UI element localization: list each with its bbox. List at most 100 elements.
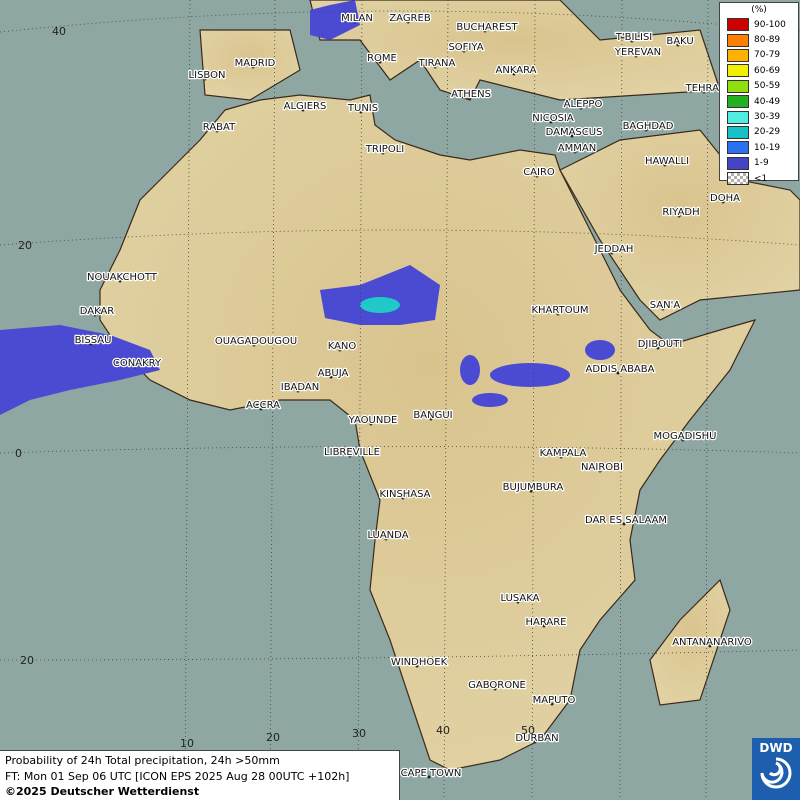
- city-label: ALEPPO: [564, 99, 603, 110]
- city-label: KAMPALA: [540, 448, 587, 459]
- legend-swatch: [727, 141, 749, 155]
- city-labels: MILAN ZAGREB BUCHAREST MADRID ROME SOFIYA T'BI…: [73, 12, 753, 781]
- city-marker: [493, 687, 497, 691]
- city-label: T'BILISI: [615, 32, 652, 43]
- city-label: ANKARA: [496, 65, 537, 76]
- city-label: ABUJA: [318, 368, 349, 379]
- city-marker: [483, 29, 487, 33]
- legend-swatch: [727, 33, 749, 47]
- city-marker: [535, 174, 539, 178]
- city-marker: [570, 134, 574, 138]
- city-label: HAWALLI: [645, 156, 689, 167]
- city-marker: [676, 43, 680, 47]
- city-label: DOHA: [710, 193, 740, 204]
- city-label: BISSAU: [75, 335, 112, 346]
- city-marker: [329, 375, 333, 379]
- city-label: ZAGREB: [389, 13, 431, 24]
- city-marker: [381, 151, 385, 155]
- city-label: ADDIS ABABA: [586, 364, 655, 375]
- city-marker: [415, 664, 419, 668]
- city-marker: [296, 389, 300, 393]
- footer-line: ©2025 Deutscher Wetterdienst: [5, 785, 200, 798]
- longitude-label: 30: [352, 727, 366, 740]
- legend-swatch: [727, 64, 749, 78]
- legend-item: 90-100: [720, 17, 798, 32]
- city-marker: [301, 108, 305, 112]
- city-label: KANO: [328, 341, 357, 352]
- city-label: TUNIS: [347, 103, 378, 114]
- legend-label: 90-100: [754, 19, 786, 30]
- city-marker: [378, 60, 382, 64]
- city-marker: [702, 90, 706, 94]
- city-label: IBADAN: [281, 382, 320, 393]
- legend-label: <1: [754, 173, 768, 184]
- footer-line: Probability of 24h Total precipitation, …: [5, 754, 280, 767]
- precipitation-core: [360, 297, 400, 313]
- city-label: AMMAN: [558, 143, 596, 154]
- city-marker: [467, 96, 471, 100]
- city-label: KINSHASA: [379, 489, 430, 500]
- city-label: BUCHAREST: [456, 22, 518, 33]
- city-label: GABORONE: [468, 680, 526, 691]
- legend-swatch: [727, 48, 749, 62]
- city-marker: [359, 110, 363, 114]
- city-label: JEDDAH: [594, 244, 634, 255]
- city-label: DAMASCUS: [546, 127, 603, 138]
- city-marker: [427, 775, 431, 779]
- legend-item: 1-9: [720, 156, 798, 171]
- latitude-label: 0: [15, 447, 22, 460]
- logo-text: DWD: [759, 741, 793, 755]
- city-marker: [556, 312, 560, 316]
- legend-label: 30-39: [754, 112, 781, 123]
- city-marker: [348, 454, 352, 458]
- city-marker: [708, 644, 712, 648]
- longitude-label: 40: [436, 724, 450, 737]
- city-marker: [644, 128, 648, 132]
- city-marker: [677, 214, 681, 218]
- city-label: LIBREVILLE: [324, 447, 380, 458]
- legend-item: 30-39: [720, 109, 798, 124]
- city-marker: [656, 346, 660, 350]
- legend-label: 10-19: [754, 142, 781, 153]
- legend-label: 40-49: [754, 96, 781, 107]
- city-marker: [259, 407, 263, 411]
- city-label: WINDHOEK: [391, 657, 448, 668]
- legend-swatch: [727, 18, 749, 32]
- legend-item: 20-29: [720, 125, 798, 140]
- legend-swatch: [727, 156, 749, 170]
- city-marker: [93, 313, 97, 317]
- longitude-label: 10: [180, 737, 194, 750]
- city-marker: [663, 163, 667, 167]
- city-label: YEREVAN: [614, 47, 661, 58]
- legend-swatch: [727, 79, 749, 93]
- grid-labels: 40 20 0 20 10 20 30 40 50: [15, 25, 535, 750]
- city-label: ALGIERS: [284, 101, 327, 112]
- legend-swatch: [727, 95, 749, 109]
- legend-label: 1-9: [754, 158, 769, 169]
- city-label: DAR ES SALAAM: [585, 515, 667, 526]
- city-marker: [118, 279, 122, 283]
- city-label: NAIROBI: [581, 462, 623, 473]
- legend-title: (%): [751, 5, 767, 15]
- city-label: MAPUTO: [533, 695, 576, 706]
- city-label: NOUAKCHOTT: [87, 272, 158, 283]
- city-marker: [529, 489, 533, 493]
- city-label: RIYADH: [662, 207, 699, 218]
- city-label: DJIBOUTI: [638, 339, 683, 350]
- city-marker: [622, 522, 626, 526]
- city-label: KHARTOUM: [531, 305, 588, 316]
- city-marker: [542, 624, 546, 628]
- city-label: HARARE: [525, 617, 566, 628]
- city-marker: [433, 65, 437, 69]
- precipitation-areas: [0, 0, 615, 415]
- city-marker: [549, 120, 553, 124]
- longitude-label: 20: [266, 731, 280, 744]
- city-label: TEHRAN: [685, 83, 727, 94]
- city-label: DAKAR: [80, 306, 115, 317]
- city-label: DURBAN: [515, 733, 558, 744]
- city-marker: [579, 106, 583, 110]
- city-label: CONAKRY: [113, 358, 162, 369]
- city-marker: [630, 39, 634, 43]
